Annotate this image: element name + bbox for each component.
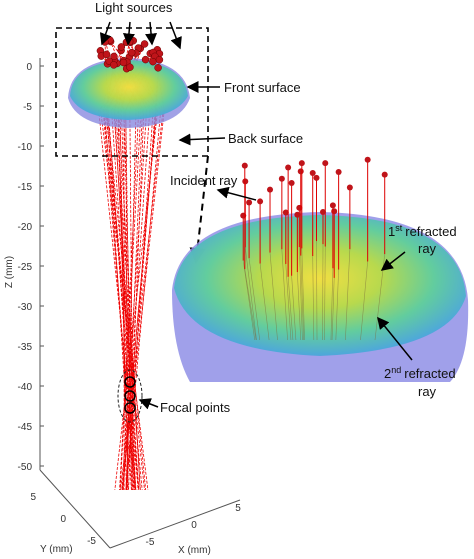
source	[381, 171, 388, 178]
refracted-ray	[316, 241, 318, 341]
z-tick-label: -45	[18, 422, 33, 433]
y-tick-label: 5	[30, 492, 36, 503]
label: refracted	[404, 366, 455, 381]
x-tick-label: -5	[146, 537, 155, 548]
source	[154, 64, 162, 72]
refracted-ray	[269, 252, 278, 341]
refracted-ray	[299, 247, 303, 341]
refracted-ray	[291, 275, 297, 341]
refracted-ray	[301, 248, 305, 341]
arrows	[99, 21, 413, 410]
source	[141, 55, 150, 64]
label: 2	[384, 366, 391, 381]
refracted-ray	[244, 247, 257, 341]
refracted-ray	[335, 269, 339, 341]
y-tick-label: -5	[87, 536, 96, 547]
source	[282, 209, 289, 216]
source	[257, 198, 264, 205]
label: ray	[418, 241, 437, 256]
source	[309, 170, 316, 177]
source	[297, 168, 304, 175]
label: refracted	[405, 224, 456, 239]
source	[335, 168, 342, 175]
z-tick-label: 0	[26, 62, 32, 73]
source	[329, 202, 336, 209]
focal-markers	[117, 369, 143, 423]
source	[267, 186, 274, 193]
x-tick-label: 0	[191, 520, 197, 531]
source	[320, 209, 327, 216]
z-tick-label: -25	[18, 262, 33, 273]
label: 2nd refracted	[384, 365, 456, 381]
label: Focal points	[160, 400, 231, 415]
z-tick-label: -50	[18, 462, 33, 473]
zoom-box	[55, 27, 209, 157]
refracted-ray	[242, 260, 256, 341]
label: 1	[388, 224, 395, 239]
z-tick-label: -20	[18, 222, 33, 233]
source	[140, 40, 149, 48]
axes	[39, 58, 241, 549]
refracted-ray	[285, 263, 292, 341]
z-tick-label: -10	[18, 142, 33, 153]
z-tick-label: -30	[18, 302, 33, 313]
refracted-ray	[281, 249, 288, 341]
label: Front surface	[224, 80, 301, 95]
axis-label: X (mm)	[178, 545, 211, 556]
source	[294, 211, 301, 218]
source	[298, 160, 305, 167]
source	[110, 52, 118, 61]
source	[331, 208, 338, 215]
refracted-ray	[297, 272, 302, 341]
source	[322, 160, 329, 167]
label: ray	[418, 384, 437, 399]
small-lens	[68, 58, 190, 128]
label: Light sources	[95, 0, 173, 15]
refracted-ray	[312, 256, 315, 341]
axis-label: Y (mm)	[40, 544, 73, 555]
refracted-ray	[244, 269, 257, 341]
label: nd	[391, 365, 401, 375]
z-tick-label: -5	[23, 102, 32, 113]
source	[346, 184, 353, 191]
source	[155, 56, 164, 64]
source	[119, 58, 128, 67]
source	[110, 61, 118, 69]
refracted-ray	[287, 276, 294, 341]
label: 1st refracted	[388, 223, 457, 239]
source	[313, 174, 320, 181]
label: Back surface	[228, 131, 303, 146]
y-tick-label: 0	[60, 514, 66, 525]
refracted-ray	[324, 246, 326, 341]
labels: Light sources Front surface Back surface…	[4, 0, 457, 556]
label: Incident ray	[170, 173, 238, 188]
refracted-ray	[248, 258, 261, 341]
z-tick-label: -40	[18, 382, 33, 393]
ray	[113, 56, 129, 491]
incident-rays	[240, 156, 388, 341]
source	[364, 156, 371, 163]
refracted-ray	[345, 249, 351, 341]
refracted-ray	[259, 263, 270, 341]
refracted-ray	[360, 261, 368, 341]
source	[246, 199, 253, 206]
axis-label: Z (mm)	[4, 256, 15, 288]
source	[149, 57, 157, 66]
source	[241, 162, 248, 169]
z-tick-label: -15	[18, 182, 33, 193]
source	[285, 164, 292, 171]
source	[126, 63, 134, 71]
refracted-ray	[331, 277, 335, 341]
source	[278, 175, 285, 182]
x-tick-label: 5	[235, 503, 241, 514]
refracted-ray	[330, 268, 334, 341]
label: st	[395, 223, 403, 233]
source	[127, 48, 136, 57]
source	[288, 180, 295, 187]
refracted-ray	[300, 255, 304, 341]
source	[102, 50, 111, 59]
z-tick-label: -35	[18, 342, 33, 353]
